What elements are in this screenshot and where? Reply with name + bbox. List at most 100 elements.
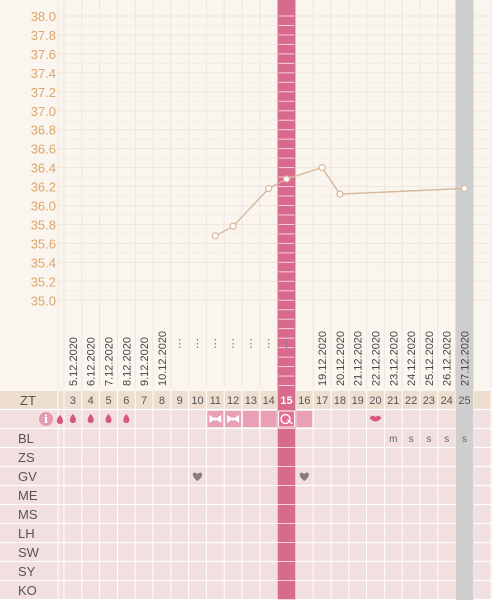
cycle-day-label: 21 bbox=[387, 395, 399, 407]
date-label: 20.12.2020 bbox=[335, 331, 347, 386]
drop-icon bbox=[69, 414, 76, 423]
row-label-ms: MS bbox=[18, 507, 38, 522]
info-cell-filled bbox=[296, 411, 313, 427]
y-tick-label: 37.0 bbox=[31, 104, 56, 119]
y-tick-label: 35.0 bbox=[31, 293, 56, 308]
cycle-day-label: 3 bbox=[70, 395, 76, 407]
cycle-day-label: 4 bbox=[88, 395, 94, 407]
gray-day-column bbox=[455, 0, 474, 600]
temperature-point bbox=[282, 175, 291, 183]
row-label-gv: GV bbox=[18, 469, 37, 484]
info-cell-filled bbox=[243, 411, 259, 427]
temperature-point bbox=[229, 222, 237, 230]
y-tick-label: 37.4 bbox=[31, 66, 56, 81]
cycle-day-label: 11 bbox=[210, 395, 221, 407]
row-label-zt: ZT bbox=[20, 393, 36, 408]
cycle-day-label: 9 bbox=[177, 395, 183, 407]
date-label: 8.12.2020 bbox=[121, 337, 133, 386]
y-tick-label: 35.4 bbox=[31, 255, 56, 270]
dots-placeholder: ⋮ bbox=[228, 338, 239, 350]
cycle-day-label: 15 bbox=[280, 395, 292, 407]
date-label: 5.12.2020 bbox=[68, 337, 80, 386]
bl-mark: s bbox=[444, 434, 449, 445]
cycle-day-label: 25 bbox=[458, 395, 470, 407]
info-icon bbox=[39, 412, 53, 426]
date-label: 7.12.2020 bbox=[104, 337, 116, 386]
temperature-point bbox=[265, 184, 273, 193]
row-label-sy: SY bbox=[18, 564, 36, 579]
bl-mark: m bbox=[389, 434, 397, 445]
row-label-zs: ZS bbox=[18, 450, 35, 465]
cycle-day-label: 14 bbox=[263, 395, 275, 407]
row-label-me: ME bbox=[18, 488, 38, 503]
cycle-day-label: 16 bbox=[298, 395, 310, 407]
dots-placeholder: ⋮ bbox=[245, 338, 256, 350]
info-cell-filled bbox=[260, 411, 277, 427]
row-label-bl: BL bbox=[18, 431, 34, 446]
date-label: 10.12.2020 bbox=[157, 331, 169, 386]
dots-placeholder: ⋮ bbox=[281, 338, 292, 350]
temperature-point bbox=[318, 164, 326, 172]
row-label-ko: KO bbox=[18, 583, 37, 598]
row-label-lh: LH bbox=[18, 526, 35, 541]
dots-placeholder: ⋮ bbox=[210, 338, 221, 350]
y-tick-label: 37.8 bbox=[31, 28, 56, 43]
date-label: 19.12.2020 bbox=[317, 331, 329, 386]
temperature-point bbox=[460, 184, 469, 193]
date-label: 26.12.2020 bbox=[442, 331, 454, 386]
temperature-point bbox=[336, 190, 344, 198]
cycle-day-label: 18 bbox=[334, 395, 346, 407]
y-tick-label: 37.6 bbox=[31, 47, 56, 62]
cycle-day-label: 8 bbox=[159, 395, 165, 407]
drop-icon bbox=[87, 414, 94, 423]
temperature-point bbox=[211, 232, 219, 240]
cycle-day-label: 23 bbox=[423, 395, 435, 407]
date-label: 6.12.2020 bbox=[86, 337, 98, 386]
y-tick-label: 38.0 bbox=[31, 9, 56, 24]
y-tick-label: 35.2 bbox=[31, 274, 56, 289]
bl-mark: s bbox=[462, 434, 467, 445]
info-icon-glyph: i bbox=[44, 413, 48, 426]
cycle-day-label: 17 bbox=[316, 395, 328, 407]
cycle-day-header-bg bbox=[0, 391, 492, 409]
heart-icon bbox=[299, 472, 309, 481]
date-label: 27.12.2020 bbox=[460, 331, 472, 386]
cycle-day-label: 7 bbox=[141, 395, 147, 407]
date-label: 25.12.2020 bbox=[424, 331, 436, 386]
cycle-day-label: 20 bbox=[369, 395, 381, 407]
cycle-day-label: 12 bbox=[227, 395, 239, 407]
drop-icon bbox=[105, 414, 112, 423]
cycle-day-label: 6 bbox=[123, 395, 129, 407]
bow-knot bbox=[213, 417, 217, 421]
egg-icon-tail bbox=[287, 419, 293, 425]
y-tick-label: 36.6 bbox=[31, 142, 56, 157]
cycle-day-label: 5 bbox=[105, 395, 111, 407]
y-tick-label: 35.6 bbox=[31, 236, 56, 251]
bow-knot bbox=[231, 417, 235, 421]
date-label: 21.12.2020 bbox=[353, 331, 365, 386]
egg-icon bbox=[280, 413, 291, 425]
date-label: 23.12.2020 bbox=[388, 331, 400, 386]
drop-icon bbox=[57, 415, 63, 424]
y-tick-label: 35.8 bbox=[31, 217, 56, 232]
cycle-day-label: 19 bbox=[352, 395, 364, 407]
date-label: 24.12.2020 bbox=[406, 331, 418, 386]
lips-icon bbox=[369, 415, 382, 422]
cycle-day-label: 24 bbox=[441, 395, 453, 407]
row-label-sw: SW bbox=[18, 545, 40, 560]
drop-icon bbox=[123, 414, 130, 423]
bl-mark: s bbox=[426, 434, 431, 445]
y-tick-label: 37.2 bbox=[31, 85, 56, 100]
date-label: 9.12.2020 bbox=[139, 337, 151, 386]
cycle-day-label: 10 bbox=[191, 395, 203, 407]
cycle-day-label: 22 bbox=[405, 395, 417, 407]
date-label: 22.12.2020 bbox=[371, 331, 383, 386]
y-tick-label: 36.4 bbox=[31, 161, 56, 176]
y-tick-label: 36.0 bbox=[31, 199, 56, 214]
cycle-day-label: 13 bbox=[245, 395, 257, 407]
heart-icon bbox=[192, 472, 203, 481]
dots-placeholder: ⋮ bbox=[174, 338, 185, 350]
chart-background bbox=[0, 0, 492, 391]
bl-mark: s bbox=[409, 434, 414, 445]
